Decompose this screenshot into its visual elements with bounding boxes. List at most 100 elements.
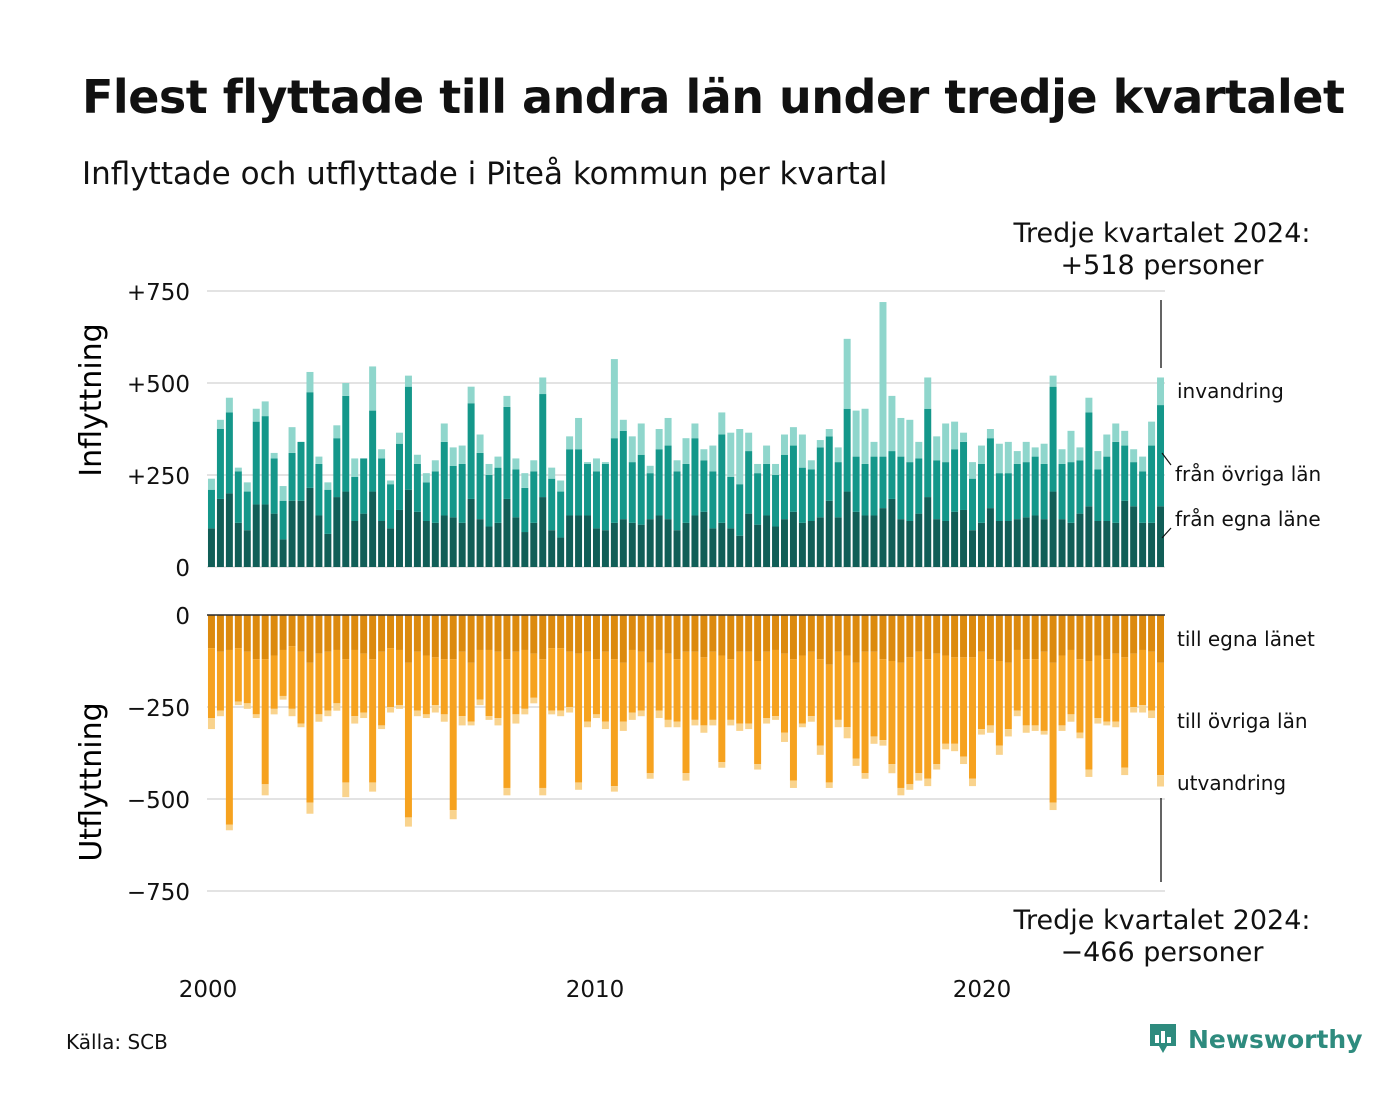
brand-name: Newsworthy	[1188, 1024, 1363, 1054]
inflow-bar-own-county	[888, 498, 896, 567]
inflow-bar-immigration	[619, 419, 627, 431]
inflow-bar-other-counties	[539, 394, 547, 498]
inflow-bar-immigration	[413, 454, 421, 464]
outflow-bar-other-counties	[1076, 659, 1084, 733]
inflow-bar-immigration	[789, 427, 797, 446]
outflow-bar-own-county	[225, 615, 233, 650]
outflow-bar-emigration	[816, 745, 824, 755]
inflow-bar-other-counties	[915, 458, 923, 514]
outflow-bar-own-county	[530, 615, 538, 654]
inflow-bar-immigration	[727, 432, 735, 477]
inflow-bar-own-county	[960, 509, 968, 567]
inflow-bar-other-counties	[709, 471, 717, 529]
outflow-bar-emigration	[315, 714, 323, 722]
inflow-bar-own-county	[843, 491, 851, 567]
legend-label-immigration: invandring	[1177, 379, 1284, 403]
outflow-bar-emigration	[789, 780, 797, 788]
inflow-bar-own-county	[807, 521, 815, 567]
inflow-bar-own-county	[780, 519, 788, 567]
inflow-bar-other-counties	[476, 452, 484, 520]
inflow-bar-own-county	[610, 522, 618, 567]
inflow-bar-own-county	[378, 521, 386, 567]
outflow-bar-other-counties	[1058, 655, 1066, 726]
inflow-bar-own-county	[897, 519, 905, 567]
outflow-bar-other-counties	[951, 657, 959, 744]
inflow-bar-immigration	[1031, 447, 1039, 457]
inflow-bar-own-county	[682, 522, 690, 567]
outflow-bar-other-counties	[897, 662, 905, 788]
outflow-bar-other-counties	[592, 659, 600, 715]
inflow-bar-immigration	[995, 443, 1003, 474]
outflow-bar-other-counties	[503, 659, 511, 788]
inflow-bar-other-counties	[288, 452, 296, 501]
inflow-bar-own-county	[1130, 506, 1138, 567]
inflow-bar-other-counties	[1121, 445, 1129, 501]
inflow-bar-own-county	[440, 515, 448, 567]
inflow-bar-own-county	[619, 519, 627, 567]
inflow-bar-other-counties	[977, 463, 985, 523]
inflow-bar-other-counties	[843, 408, 851, 492]
outflow-bar-own-county	[798, 615, 806, 656]
outflow-bar-own-county	[780, 615, 788, 654]
outflow-bar-emigration	[691, 719, 699, 726]
inflow-bar-own-county	[503, 498, 511, 567]
inflow-bar-immigration	[780, 434, 788, 455]
inflow-bar-immigration	[387, 480, 395, 485]
inflow-bar-own-county	[530, 522, 538, 567]
inflow-bar-immigration	[709, 445, 717, 472]
inflow-bar-immigration	[207, 478, 215, 490]
inflow-bar-own-county	[709, 528, 717, 567]
inflow-bar-other-counties	[261, 416, 269, 505]
outflow-bar-own-county	[1040, 615, 1048, 652]
outflow-bar-own-county	[969, 615, 976, 658]
outflow-bar-other-counties	[431, 657, 439, 706]
outflow-bar-own-county	[431, 615, 439, 658]
outflow-bar-emigration	[879, 740, 887, 746]
inflow-bar-immigration	[745, 432, 753, 452]
inflow-bar-immigration	[1121, 430, 1129, 446]
outflow-bar-emigration	[924, 778, 932, 787]
outflow-bar-other-counties	[977, 651, 985, 730]
outflow-bar-other-counties	[422, 655, 430, 715]
outflow-bar-own-county	[628, 615, 636, 650]
outflow-bar-other-counties	[637, 651, 645, 711]
inflow-bar-other-counties	[342, 395, 350, 492]
outflow-bar-emigration	[539, 787, 547, 796]
outflow-bar-emigration	[1049, 802, 1057, 811]
outflow-bar-emigration	[243, 703, 251, 709]
outflow-bar-own-county	[843, 615, 851, 656]
outflow-bar-own-county	[906, 615, 914, 658]
outflow-bar-other-counties	[1139, 649, 1147, 706]
inflow-bar-other-counties	[494, 467, 502, 523]
inflow-bar-other-counties	[387, 484, 395, 529]
inflow-bar-immigration	[933, 436, 941, 461]
outflow-bar-own-county	[458, 615, 466, 652]
outflow-bar-emigration	[1112, 721, 1120, 728]
inflow-bar-own-county	[772, 526, 780, 567]
outflow-bar-other-counties	[870, 651, 878, 737]
outflow-bar-other-counties	[1103, 659, 1111, 722]
outflow-bar-other-counties	[1157, 662, 1165, 776]
inflow-bar-immigration	[664, 417, 672, 446]
outflow-bar-other-counties	[566, 651, 574, 707]
inflow-bar-other-counties	[1094, 469, 1102, 521]
outflow-bar-emigration	[512, 714, 520, 724]
outflow-bar-emigration	[207, 718, 215, 730]
outflow-bar-other-counties	[807, 651, 815, 717]
inflow-bar-immigration	[324, 482, 332, 490]
outflow-bar-own-county	[1067, 615, 1075, 650]
outflow-bar-other-counties	[1130, 653, 1138, 707]
inflow-bar-immigration	[1157, 377, 1165, 406]
outflow-bar-own-county	[691, 615, 699, 652]
inflow-bar-other-counties	[1013, 463, 1021, 520]
inflow-bar-immigration	[548, 467, 556, 479]
outflow-bar-emigration	[619, 721, 627, 731]
inflow-bar-other-counties	[592, 471, 600, 529]
outflow-bar-own-county	[637, 615, 645, 652]
inflow-bar-own-county	[1157, 506, 1165, 567]
inflow-bar-own-county	[1058, 519, 1066, 567]
outflow-bar-other-counties	[915, 651, 923, 774]
inflow-bar-other-counties	[601, 463, 609, 531]
inflow-bar-other-counties	[736, 484, 744, 536]
inflow-bar-immigration	[610, 359, 618, 439]
